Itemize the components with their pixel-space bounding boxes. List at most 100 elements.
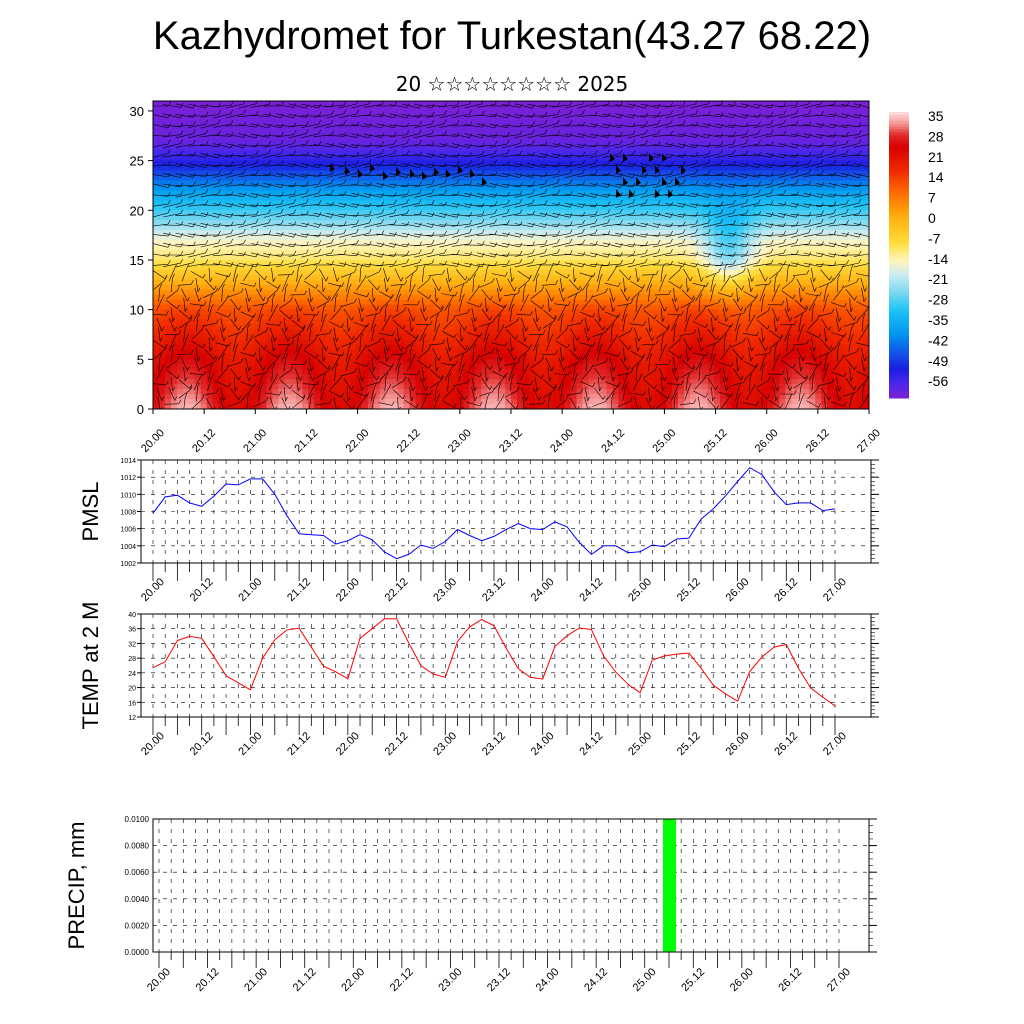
- heatmap-cell: [409, 399, 417, 405]
- heatmap-cell: [230, 150, 238, 157]
- heatmap-cell: [516, 379, 524, 385]
- heatmap-cell: [194, 354, 202, 360]
- heatmap-cell: [463, 190, 470, 196]
- heatmap-cell: [212, 359, 220, 365]
- heatmap-cell: [326, 274, 333, 281]
- heatmap-cell: [212, 304, 220, 311]
- heatmap-cell: [367, 115, 375, 122]
- heatmap-cell: [481, 314, 488, 321]
- heatmap-cell: [487, 165, 494, 172]
- heatmap-cell: [248, 125, 256, 132]
- heatmap-cell: [427, 255, 435, 261]
- heatmap-cell: [218, 140, 226, 147]
- heatmap-cell: [296, 259, 303, 266]
- heatmap-cell: [337, 185, 345, 192]
- heatmap-cell: [594, 115, 602, 122]
- heatmap-cell: [337, 175, 345, 182]
- heatmap-cell: [594, 240, 602, 246]
- heatmap-cell: [254, 394, 261, 400]
- heatmap-cell: [588, 215, 596, 221]
- heatmap-cell: [153, 314, 160, 321]
- heatmap-cell: [415, 399, 423, 405]
- heatmap-cell: [158, 245, 166, 251]
- heatmap-cell: [343, 389, 351, 395]
- heatmap-cell: [332, 190, 339, 196]
- heatmap-cell: [451, 205, 458, 211]
- heatmap-cell: [481, 364, 488, 370]
- heatmap-cell: [421, 190, 429, 196]
- heatmap-cell: [618, 309, 625, 316]
- heatmap-cell: [385, 349, 393, 355]
- heatmap-cell: [266, 215, 273, 221]
- heatmap-cell: [534, 255, 542, 261]
- heatmap-cell: [445, 150, 452, 157]
- heatmap-cell: [153, 245, 160, 251]
- heatmap-cell: [493, 235, 500, 241]
- heatmap-cell: [218, 274, 226, 281]
- heatmap-cell: [522, 210, 530, 216]
- heatmap-cell: [475, 130, 482, 137]
- heatmap-cell: [516, 274, 524, 281]
- heatmap-cell: [570, 145, 578, 152]
- heatmap-cell: [349, 299, 357, 306]
- heatmap-cell: [582, 135, 590, 142]
- heatmap-cell: [379, 235, 387, 241]
- heatmap-cell: [248, 140, 256, 147]
- heatmap-cell: [385, 299, 393, 306]
- heatmap-cell: [487, 354, 494, 360]
- heatmap-cell: [355, 259, 363, 266]
- heatmap-cell: [564, 180, 572, 187]
- heatmap-cell: [194, 110, 202, 117]
- heatmap-cell: [302, 110, 309, 117]
- heatmap-cell: [158, 110, 166, 117]
- heatmap-cell: [558, 190, 566, 196]
- heatmap-cell: [153, 309, 160, 316]
- heatmap-cell: [206, 125, 214, 132]
- heatmap-cell: [516, 101, 524, 107]
- heatmap-cell: [570, 294, 578, 301]
- heatmap-cell: [576, 110, 584, 117]
- heatmap-cell: [314, 399, 321, 405]
- heatmap-cell: [552, 389, 560, 395]
- heatmap-cell: [343, 319, 351, 326]
- heatmap-cell: [212, 314, 220, 321]
- heatmap-cell: [534, 200, 542, 206]
- heatmap-cell: [302, 235, 309, 241]
- heatmap-cell: [618, 329, 625, 336]
- heatmap-cell: [522, 359, 530, 365]
- heatmap-cell: [397, 349, 405, 355]
- heatmap-cell: [570, 269, 578, 276]
- heatmap-cell: [397, 230, 405, 236]
- heatmap-cell: [397, 294, 405, 301]
- heatmap-cell: [343, 120, 351, 127]
- heatmap-cell: [469, 314, 476, 321]
- heatmap-cell: [302, 220, 309, 226]
- heatmap-cell: [200, 245, 208, 251]
- heatmap-cell: [570, 190, 578, 196]
- heatmap-cell: [397, 115, 405, 122]
- heatmap-cell: [427, 225, 435, 231]
- heatmap-cell: [570, 150, 578, 157]
- heatmap-cell: [540, 180, 548, 187]
- heatmap-cell: [540, 240, 548, 246]
- heatmap-cell: [546, 344, 554, 350]
- heatmap-cell: [511, 235, 518, 241]
- heatmap-cell: [176, 115, 184, 122]
- heatmap-cell: [158, 339, 166, 346]
- heatmap-cell: [564, 349, 572, 355]
- heatmap-cell: [218, 334, 226, 341]
- heatmap-cell: [427, 125, 435, 132]
- heatmap-cell: [355, 115, 363, 122]
- heatmap-cell: [457, 140, 464, 147]
- heatmap-cell: [534, 369, 542, 375]
- heatmap-cell: [176, 359, 184, 365]
- heatmap-cell: [337, 135, 345, 142]
- heatmap-cell: [206, 259, 214, 266]
- heatmap-cell: [505, 225, 512, 231]
- heatmap-cell: [272, 289, 279, 296]
- heatmap-cell: [600, 274, 608, 281]
- heatmap-cell: [427, 245, 435, 251]
- heatmap-cell: [296, 115, 303, 122]
- heatmap-cell: [236, 215, 244, 221]
- heatmap-cell: [176, 185, 184, 192]
